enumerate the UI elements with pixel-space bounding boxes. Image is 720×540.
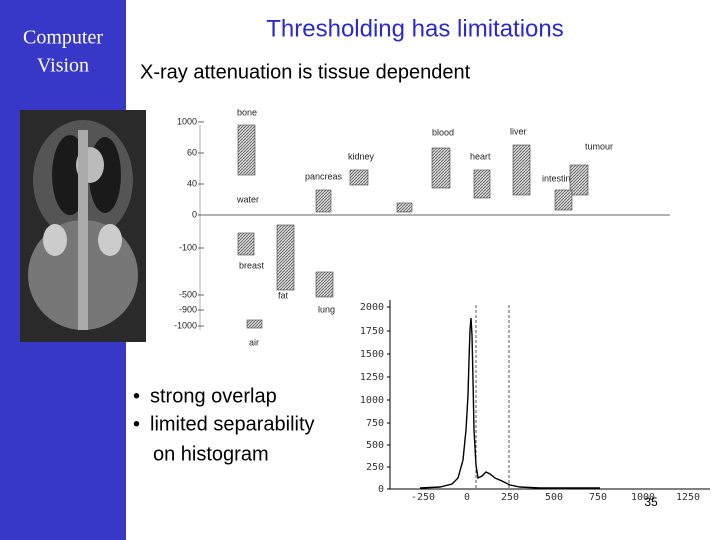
tissue-box bbox=[569, 164, 589, 196]
tissue-label: air bbox=[249, 337, 259, 347]
y-tick-label: 250 bbox=[366, 462, 384, 473]
tissue-label: blood bbox=[432, 127, 454, 137]
tissue-box bbox=[431, 147, 451, 189]
tissue-box bbox=[554, 189, 573, 211]
bullet-dot: • bbox=[133, 385, 140, 407]
x-tick-label: 1000 bbox=[631, 492, 655, 503]
tissue-label: heart bbox=[470, 151, 491, 161]
sidebar-text: Vision bbox=[37, 55, 89, 77]
tissue-box bbox=[396, 202, 413, 213]
y-tick-label: 1500 bbox=[360, 349, 384, 360]
tissue-chart: bone blood liver kidney heart tumour pancreas i… bbox=[174, 107, 613, 347]
x-tick-label: 750 bbox=[589, 492, 607, 503]
tissue-tick: 1000 bbox=[177, 116, 197, 126]
tissue-label: fat bbox=[278, 290, 289, 300]
tissue-label: lung bbox=[318, 304, 335, 314]
tissue-label: tumour bbox=[585, 141, 613, 151]
tissue-box bbox=[473, 169, 491, 199]
y-tick-label: 750 bbox=[366, 418, 384, 429]
ct-image bbox=[20, 110, 146, 342]
y-tick-label: 1750 bbox=[360, 326, 384, 337]
tissue-label: kidney bbox=[348, 151, 375, 161]
tissue-label: pancreas bbox=[305, 171, 343, 181]
x-tick-label: 250 bbox=[501, 492, 519, 503]
bullet-text: on histogram bbox=[153, 443, 269, 465]
tissue-tick: -500 bbox=[179, 289, 197, 299]
tissue-label: liver bbox=[510, 126, 527, 136]
tissue-tick: 40 bbox=[187, 178, 197, 188]
y-tick-label: 1250 bbox=[360, 372, 384, 383]
tissue-box bbox=[237, 232, 255, 256]
title: Thresholding has limitations bbox=[266, 15, 563, 42]
tissue-box bbox=[315, 271, 334, 298]
tissue-box bbox=[246, 319, 263, 329]
page-number: 35 bbox=[644, 495, 658, 509]
bullet-text: strong overlap bbox=[150, 385, 277, 407]
y-tick-label: 1000 bbox=[360, 395, 384, 406]
tissue-tick: -1000 bbox=[174, 320, 197, 330]
tissue-tick: 60 bbox=[187, 147, 197, 157]
bullet-text: limited separability bbox=[150, 413, 315, 435]
tissue-tick: 0 bbox=[192, 209, 197, 219]
tissue-tick: -100 bbox=[179, 242, 197, 252]
tissue-box bbox=[237, 124, 256, 176]
tissue-box bbox=[349, 169, 369, 186]
y-tick-label: 500 bbox=[366, 440, 384, 451]
y-tick-label: 2000 bbox=[360, 302, 384, 313]
tissue-label: bone bbox=[237, 107, 257, 117]
x-tick-label: 0 bbox=[464, 492, 470, 503]
tissue-tick: -900 bbox=[179, 304, 197, 314]
sidebar-text: Computer bbox=[23, 27, 103, 49]
x-tick-label: -250 bbox=[411, 492, 435, 503]
histogram bbox=[389, 300, 710, 490]
y-tick-label: 0 bbox=[378, 484, 384, 495]
tissue-label: breast bbox=[239, 260, 265, 270]
x-tick-label: 500 bbox=[545, 492, 563, 503]
subtitle: X-ray attenuation is tissue dependent bbox=[140, 61, 471, 83]
tissue-label: intestine bbox=[542, 173, 576, 183]
bullet-dot: • bbox=[133, 413, 140, 435]
tissue-label: water bbox=[236, 194, 259, 204]
tissue-box bbox=[315, 189, 332, 213]
x-tick-label: 1250 bbox=[676, 492, 700, 503]
tissue-box bbox=[512, 144, 531, 196]
tissue-box bbox=[276, 224, 295, 291]
